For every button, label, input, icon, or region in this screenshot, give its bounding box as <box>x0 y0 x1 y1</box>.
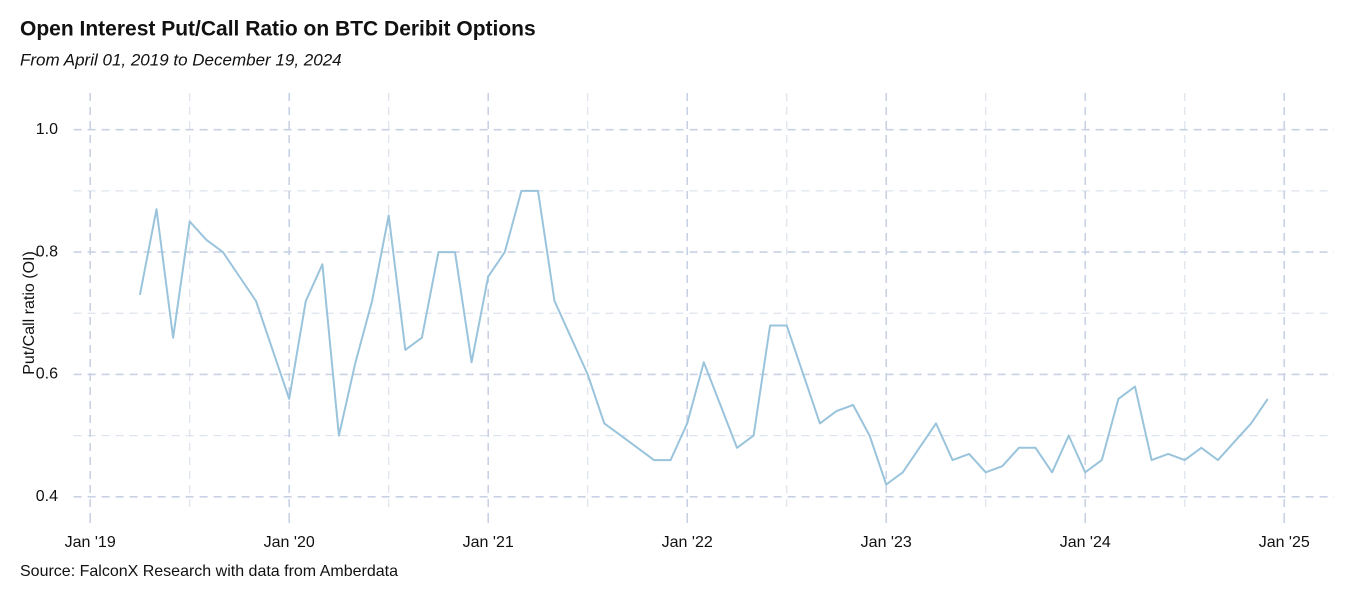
data-line <box>138 189 1269 486</box>
y-tick-label: 0.4 <box>36 488 58 505</box>
x-tick-label: Jan '20 <box>264 534 315 551</box>
chart-subtitle: From April 01, 2019 to December 19, 2024 <box>20 50 342 69</box>
y-tick-label: 1.0 <box>36 121 58 138</box>
x-tick-label: Jan '24 <box>1060 534 1111 551</box>
x-tick-label: Jan '23 <box>861 534 912 551</box>
x-tick-label: Jan '19 <box>65 534 116 551</box>
x-tick-label: Jan '25 <box>1259 534 1310 551</box>
y-axis-label: Put/Call ratio (OI) <box>21 251 38 375</box>
chart-title: Open Interest Put/Call Ratio on BTC Deri… <box>20 18 536 41</box>
x-tick-label: Jan '22 <box>662 534 713 551</box>
y-tick-label: 0.8 <box>36 243 58 260</box>
source-note: Source: FalconX Research with data from … <box>20 563 398 580</box>
x-tick-label: Jan '21 <box>463 534 514 551</box>
y-tick-label: 0.6 <box>36 366 58 383</box>
